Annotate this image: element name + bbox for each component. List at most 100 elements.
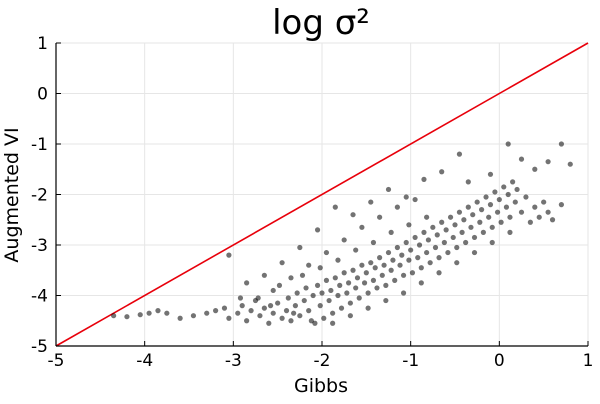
scatter-point [359, 224, 365, 230]
x-tick-label-4: -1 [402, 351, 419, 371]
scatter-point [310, 292, 316, 299]
scatter-point [430, 224, 436, 230]
scatter-point [507, 229, 513, 235]
scatter-point [443, 227, 449, 233]
scatter-point [354, 275, 361, 281]
scatter-point [204, 310, 210, 316]
scatter-point [541, 199, 547, 205]
scatter-point [261, 272, 267, 278]
scatter-point [306, 308, 312, 314]
scatter-point [480, 229, 486, 235]
scatter-point [536, 214, 542, 220]
scatter-point [439, 219, 445, 225]
scatter-point [124, 314, 130, 320]
scatter-point [335, 292, 341, 299]
scatter-point [558, 202, 565, 208]
scatter-point [347, 300, 353, 306]
scatter-point [392, 277, 398, 283]
scatter-point [441, 239, 447, 246]
y-tick-label-5: 0 [37, 85, 48, 105]
scatter-point [494, 209, 501, 215]
scatter-point [454, 244, 460, 251]
scatter-point [244, 280, 250, 286]
scatter-point [412, 234, 418, 241]
scatter-point [270, 287, 276, 294]
scatter-point [456, 151, 463, 157]
scatter-point [487, 171, 494, 177]
scatter-point [465, 179, 471, 185]
scatter-point [361, 280, 368, 286]
scatter-point [549, 217, 556, 223]
scatter-point [288, 318, 294, 324]
scatter-point [226, 315, 232, 321]
scatter-point [363, 270, 369, 276]
scatter-point [456, 209, 463, 215]
x-tick-label-5: 0 [494, 351, 505, 371]
scatter-point [388, 267, 394, 273]
scatter-point [164, 310, 170, 316]
scatter-point [297, 244, 303, 251]
scatter-point [323, 277, 330, 283]
scatter-point [461, 217, 467, 223]
scatter-point [323, 249, 330, 256]
scatter-point [454, 260, 460, 266]
scatter-point [291, 310, 297, 316]
scatter-point [447, 214, 454, 220]
scatter-point [465, 204, 471, 210]
scatter-point [266, 320, 272, 326]
scatter-point [527, 219, 533, 225]
scatter-point [377, 214, 383, 220]
scatter-point [270, 310, 276, 316]
scatter-point [545, 209, 551, 215]
scatter-point [425, 237, 431, 243]
y-tick-label-6: 1 [37, 34, 48, 54]
scatter-point [501, 184, 507, 190]
scatter-point [471, 234, 478, 241]
x-tick-label-1: -4 [136, 351, 153, 371]
scatter-point [330, 310, 336, 316]
scatter-point [301, 297, 307, 304]
x-tick-label-3: -2 [314, 351, 331, 371]
scatter-point [518, 209, 525, 215]
scatter-point [498, 219, 504, 225]
scatter-point [439, 169, 445, 175]
scatter-point [445, 249, 451, 256]
scatter-point [474, 199, 480, 205]
scatter-point [321, 315, 327, 321]
scatter-point [394, 244, 400, 251]
scatter-point [418, 265, 424, 271]
scatter-point [394, 204, 400, 210]
scatter-point [248, 308, 254, 314]
scatter-point [510, 179, 516, 185]
scatter-point [239, 303, 245, 309]
scatter-point [379, 272, 385, 278]
scatter-point [486, 214, 492, 220]
scatter-point [483, 194, 489, 200]
scatter-point [416, 242, 423, 248]
scatter-point [406, 222, 412, 228]
scatter-point [463, 239, 469, 246]
scatter-point [403, 194, 409, 200]
scatter-point [338, 305, 345, 311]
scatter-point [244, 318, 250, 324]
scatter-point [221, 305, 228, 311]
scatter-point [317, 303, 323, 309]
reference-line [55, 42, 589, 347]
scatter-point [306, 262, 312, 268]
scatter-point [503, 204, 510, 210]
scatter-point [489, 239, 495, 246]
scatter-point [319, 290, 325, 296]
scatter-point [434, 232, 440, 238]
scatter-point [237, 295, 244, 301]
scatter-point [400, 272, 407, 278]
y-tick-label-4: -1 [31, 135, 48, 155]
scatter-point [487, 202, 494, 208]
scatter-point [297, 313, 303, 319]
scatter-point [275, 300, 281, 306]
scatter-point [381, 262, 387, 268]
scatter-point [299, 272, 306, 278]
scatter-point [385, 186, 392, 193]
scatter-point [276, 282, 283, 288]
